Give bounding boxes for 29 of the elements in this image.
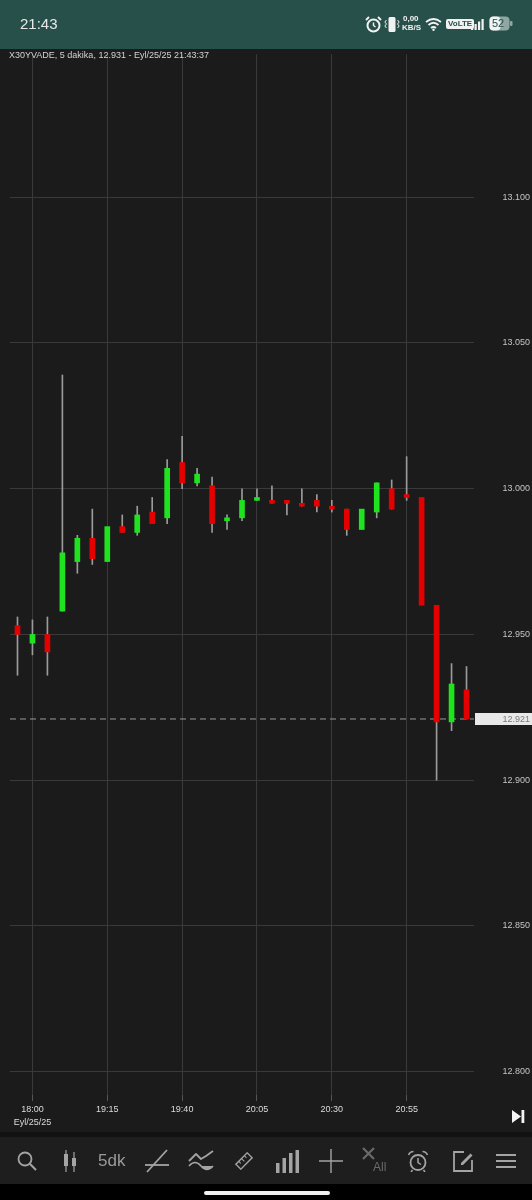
candlestick [358, 508, 365, 530]
text: 21:43 [20, 15, 58, 32]
text: 52 [492, 17, 505, 29]
y-tick-label: 12.900 [502, 774, 530, 785]
x-tick-label: 20:55 [395, 1104, 418, 1115]
text: KB/S [402, 23, 422, 32]
x-tick-label: 19:15 [96, 1104, 119, 1115]
x-tick-label: 20:05 [245, 1104, 269, 1115]
text: VoLTE [446, 19, 475, 29]
candlestick [269, 485, 275, 504]
y-tick-label: 12.950 [502, 628, 530, 639]
candlestick [254, 488, 260, 501]
text: 5dk [98, 1151, 126, 1170]
candlestick [104, 526, 111, 562]
chart-title: X30YVADE, 5 dakika, 12.931 - Eyl/25/25 21:43:37 [9, 50, 209, 61]
ref-line-label: 12.921 [502, 713, 530, 724]
y-tick-label: 12.850 [502, 920, 530, 931]
x-tick-label: 19:40 [170, 1104, 194, 1115]
x-tick-label: 18:00 Eyl/25/25 [13, 1104, 52, 1128]
candlestick [224, 514, 230, 530]
y-tick-label: 12.800 [502, 1066, 530, 1077]
text: All [373, 1160, 387, 1174]
y-tick-label: 13.100 [502, 191, 530, 202]
candlestick [299, 488, 305, 507]
x-tick-label: 20:30 [320, 1104, 344, 1115]
y-tick-label: 13.050 [502, 337, 530, 348]
y-tick-label: 13.000 [502, 483, 530, 494]
text: 0,00 [403, 14, 419, 23]
candlestick [328, 500, 335, 513]
